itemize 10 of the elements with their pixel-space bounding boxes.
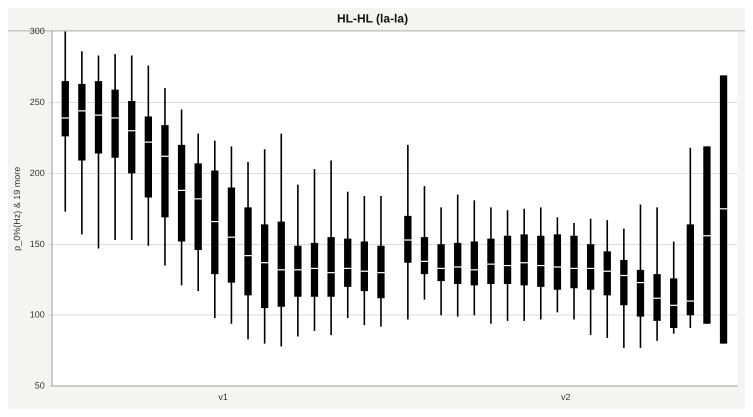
y-tick-label: 300 xyxy=(30,26,45,36)
x-tick-label: v2 xyxy=(560,392,570,402)
y-axis-title: p_0%(Hz) & 19 more xyxy=(12,166,22,251)
y-tick-label: 150 xyxy=(30,238,45,249)
y-tick-label: 100 xyxy=(30,310,45,320)
x-tick-label: v1 xyxy=(218,392,228,402)
chart-title: HL-HL (la-la) xyxy=(336,12,408,26)
y-tick-label: 50 xyxy=(34,380,45,391)
y-tick-label: 250 xyxy=(30,96,45,107)
y-tick-label: 200 xyxy=(30,168,45,178)
